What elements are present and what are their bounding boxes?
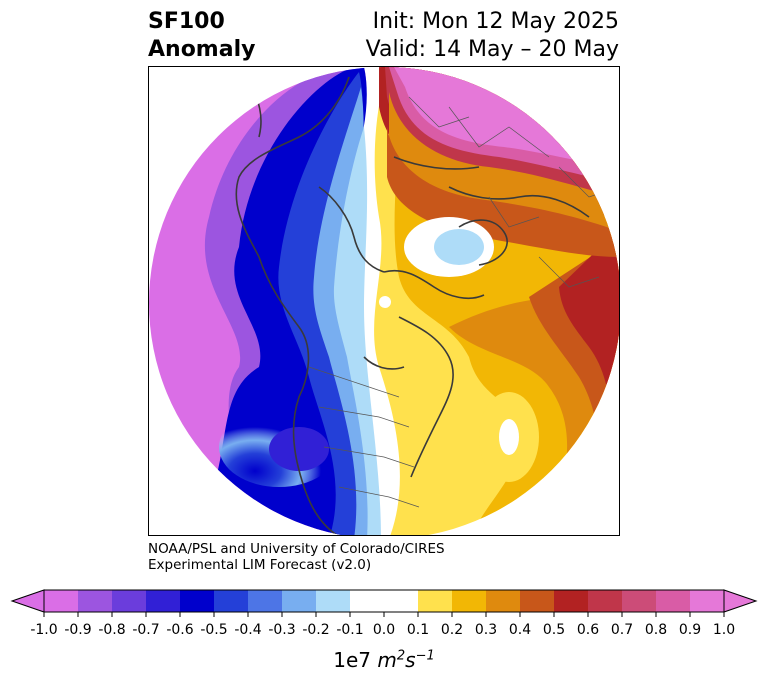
unit-m: m	[377, 648, 397, 672]
valid-range: Valid: 14 May – 20 May	[365, 37, 619, 62]
colorbar-tick-label: -0.9	[64, 622, 91, 638]
colorbar-tick-label: 0.5	[543, 622, 565, 638]
colorbar: -1.0 -0.9 -0.8 -0.7 -0.6 -0.5 -0.4 -0.3 -0.2 -0.1…	[10, 589, 758, 638]
colorbar-cell	[520, 590, 555, 612]
unit-base: 1e7	[333, 648, 372, 672]
colorbar-cell	[418, 590, 453, 612]
colorbar-tick-label: 0.7	[611, 622, 633, 638]
credit-text: NOAA/PSL and University of Colorado/CIRE…	[148, 541, 445, 573]
colorbar-cell	[44, 590, 79, 612]
colorbar-cell	[282, 590, 317, 612]
colorbar-over-arrow	[723, 589, 758, 613]
colorbar-cell	[146, 590, 181, 612]
colorbar-cell	[78, 590, 113, 612]
colorbar-cell	[622, 590, 657, 612]
colorbar-cell	[180, 590, 215, 612]
colorbar-unit-label: 1e7 m2s−1	[0, 648, 768, 672]
colorbar-cell	[112, 590, 147, 612]
colorbar-cell	[588, 590, 623, 612]
colorbar-cell	[452, 590, 487, 612]
credit-line-2: Experimental LIM Forecast (v2.0)	[148, 557, 372, 573]
colorbar-tick-label: -0.1	[336, 622, 363, 638]
anomaly-map	[149, 67, 619, 535]
colorbar-cell	[248, 590, 283, 612]
colorbar-cell	[214, 590, 249, 612]
colorbar-tick-label: -0.4	[234, 622, 261, 638]
colorbar-cell	[656, 590, 691, 612]
colorbar-cells	[44, 590, 725, 612]
colorbar-tick-label: 0.9	[679, 622, 701, 638]
variable-name: SF100	[148, 9, 225, 34]
unit-s-exponent: −1	[415, 648, 435, 664]
colorbar-tick-label: 0.3	[475, 622, 497, 638]
colorbar-cell	[350, 590, 385, 612]
unit-s: s	[405, 648, 416, 672]
colorbar-tick-label: 0.0	[373, 622, 395, 638]
colorbar-ticks: -1.0 -0.9 -0.8 -0.7 -0.6 -0.5 -0.4 -0.3 -0.2 -0.1…	[30, 612, 735, 638]
colorbar-tick-label: -0.5	[200, 622, 227, 638]
colorbar-cell	[554, 590, 589, 612]
plot-title-right: Init: Mon 12 May 2025 Valid: 14 May – 20…	[366, 8, 619, 64]
colorbar-cell	[316, 590, 351, 612]
plot-title-left: SF100 Anomaly	[148, 8, 255, 64]
colorbar-tick-label: -0.8	[98, 622, 125, 638]
colorbar-tick-label: -0.3	[268, 622, 295, 638]
credit-line-1: NOAA/PSL and University of Colorado/CIRE…	[148, 541, 445, 557]
colorbar-cell	[690, 590, 725, 612]
coastlines	[235, 76, 590, 535]
variable-type: Anomaly	[148, 37, 256, 62]
colorbar-tick-label: 0.1	[407, 622, 429, 638]
map-panel	[148, 66, 620, 536]
colorbar-under-arrow	[10, 589, 45, 613]
colorbar-tick-label: 0.4	[509, 622, 531, 638]
colorbar-cell	[384, 590, 419, 612]
colorbar-tick-label: 0.6	[577, 622, 599, 638]
colorbar-tick-label: -0.7	[132, 622, 159, 638]
unit-m-exponent: 2	[396, 648, 406, 664]
init-date: Init: Mon 12 May 2025	[372, 9, 619, 34]
colorbar-tick-label: 0.8	[645, 622, 667, 638]
colorbar-tick-label: -0.6	[166, 622, 193, 638]
anomaly-field	[149, 67, 619, 535]
colorbar-tick-label: -1.0	[30, 622, 57, 638]
colorbar-cell	[486, 590, 521, 612]
colorbar-tick-label: -0.2	[302, 622, 329, 638]
colorbar-tick-label: 0.2	[441, 622, 463, 638]
colorbar-tick-label: 1.0	[713, 622, 735, 638]
